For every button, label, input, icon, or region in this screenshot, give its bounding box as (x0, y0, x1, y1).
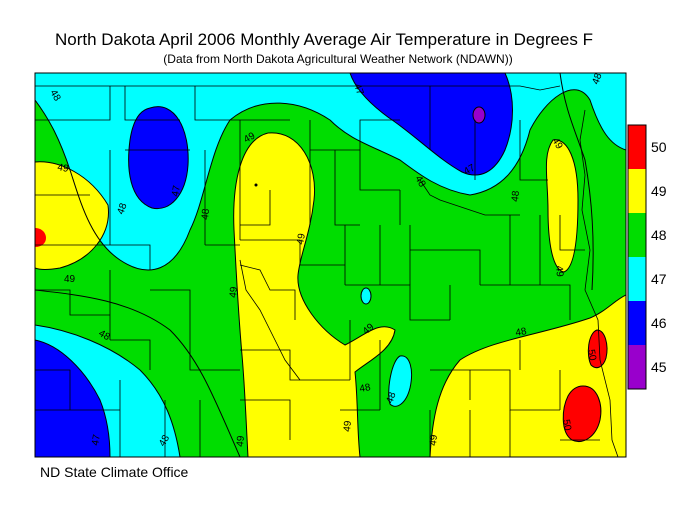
legend-swatch-49 (628, 169, 646, 213)
map-subtitle: (Data from North Dakota Agricultural Wea… (0, 52, 700, 66)
isotherm-path (388, 355, 413, 407)
zone-46-northeast (350, 73, 513, 176)
isotherm-path (587, 329, 608, 369)
contour-label: 50 (585, 349, 598, 362)
lake-west (361, 288, 371, 304)
contour-label: 49 (64, 274, 76, 285)
isotherm-path (559, 73, 594, 291)
legend-label-46: 46 (651, 315, 667, 331)
zone-49-east-strip (546, 139, 578, 272)
county-line (35, 215, 585, 285)
isotherm-path (429, 294, 626, 457)
zone-49-central-west (233, 132, 395, 457)
county-line (35, 264, 571, 340)
legend-label-45: 45 (651, 359, 667, 375)
legend: 50 49 48 47 46 45 (627, 124, 667, 390)
contour-label: 48 (47, 88, 62, 104)
county-line (35, 320, 561, 411)
isotherm-path (267, 132, 396, 457)
legend-label-50: 50 (651, 139, 667, 155)
contour-label: 49 (235, 435, 247, 447)
isotherm-path (35, 339, 111, 457)
zone-46-southwest (35, 340, 110, 457)
contour-label: 47 (170, 184, 183, 197)
contour-label: 48 (200, 208, 212, 220)
contour-label: 48 (510, 190, 522, 202)
map-frame (34, 72, 627, 458)
legend-frame (627, 124, 647, 390)
isotherm-path (233, 132, 269, 457)
legend-swatch-47 (628, 257, 646, 301)
contour-label: 49 (56, 162, 69, 175)
contour-label: 49 (549, 136, 564, 152)
isotherm-path (35, 289, 241, 457)
legend-label-47: 47 (651, 271, 667, 287)
isotherm-path (545, 139, 579, 273)
zone-49-west (35, 161, 109, 270)
county-line (239, 259, 301, 381)
legend-swatch-50 (628, 125, 646, 169)
county-line (35, 85, 561, 91)
isotherm-path (360, 287, 372, 305)
contour-label: 48 (412, 174, 427, 190)
isotherm-path (35, 89, 626, 271)
isotherms (35, 73, 626, 457)
contour-label: 49 (242, 130, 258, 145)
zone-46-northwest (128, 106, 189, 209)
legend-swatch-45 (628, 345, 646, 389)
county-line (579, 109, 619, 457)
contour-label: 49 (553, 265, 565, 277)
contour-label: 49 (295, 232, 308, 245)
contour-label: 49 (428, 434, 440, 446)
isotherm-path (128, 106, 189, 210)
contour-label: 50 (560, 419, 573, 432)
isotherm-path (35, 324, 181, 457)
isotherm-path (472, 106, 486, 124)
contour-label: 48 (515, 326, 528, 339)
contour-label: 47 (90, 433, 103, 446)
zone-50-southeast-b (563, 386, 601, 442)
contour-label: 49 (228, 286, 240, 298)
contour-label: 48 (590, 71, 604, 86)
legend-label-49: 49 (651, 183, 667, 199)
zone-50-west (35, 228, 46, 247)
zone-45-spot (473, 107, 485, 123)
legend-swatch-46 (628, 301, 646, 345)
contour-label: 47 (462, 162, 478, 177)
county-line (35, 380, 600, 457)
isotherm-path (349, 73, 513, 176)
contour-label-group: 48 48 47 49 49 48 47 48 49 48 47 48 48 4… (47, 71, 604, 449)
contour-label: 47 (351, 82, 365, 97)
county-boundaries (35, 85, 619, 457)
zone-50-southeast-a (588, 330, 607, 368)
credit-text: ND State Climate Office (40, 464, 189, 480)
contour-label: 48 (359, 382, 372, 395)
map-body: 48 48 47 49 49 48 47 48 49 48 47 48 48 4… (35, 71, 626, 457)
contour-label: 48 (157, 433, 172, 449)
contour-label: 48 (115, 201, 129, 216)
county-line (35, 148, 520, 245)
contour-label: 49 (342, 420, 354, 432)
lake-devils (388, 355, 412, 407)
contour-label: 48 (97, 328, 113, 343)
legend-label-48: 48 (651, 227, 667, 243)
map-title: North Dakota April 2006 Monthly Average … (55, 30, 593, 49)
contour-label: 48 (384, 390, 398, 405)
station-dot (254, 183, 258, 187)
legend-swatch-48 (628, 213, 646, 257)
isotherm-path (35, 161, 109, 270)
map-subtitle-text: (Data from North Dakota Agricultural Wea… (163, 52, 513, 66)
